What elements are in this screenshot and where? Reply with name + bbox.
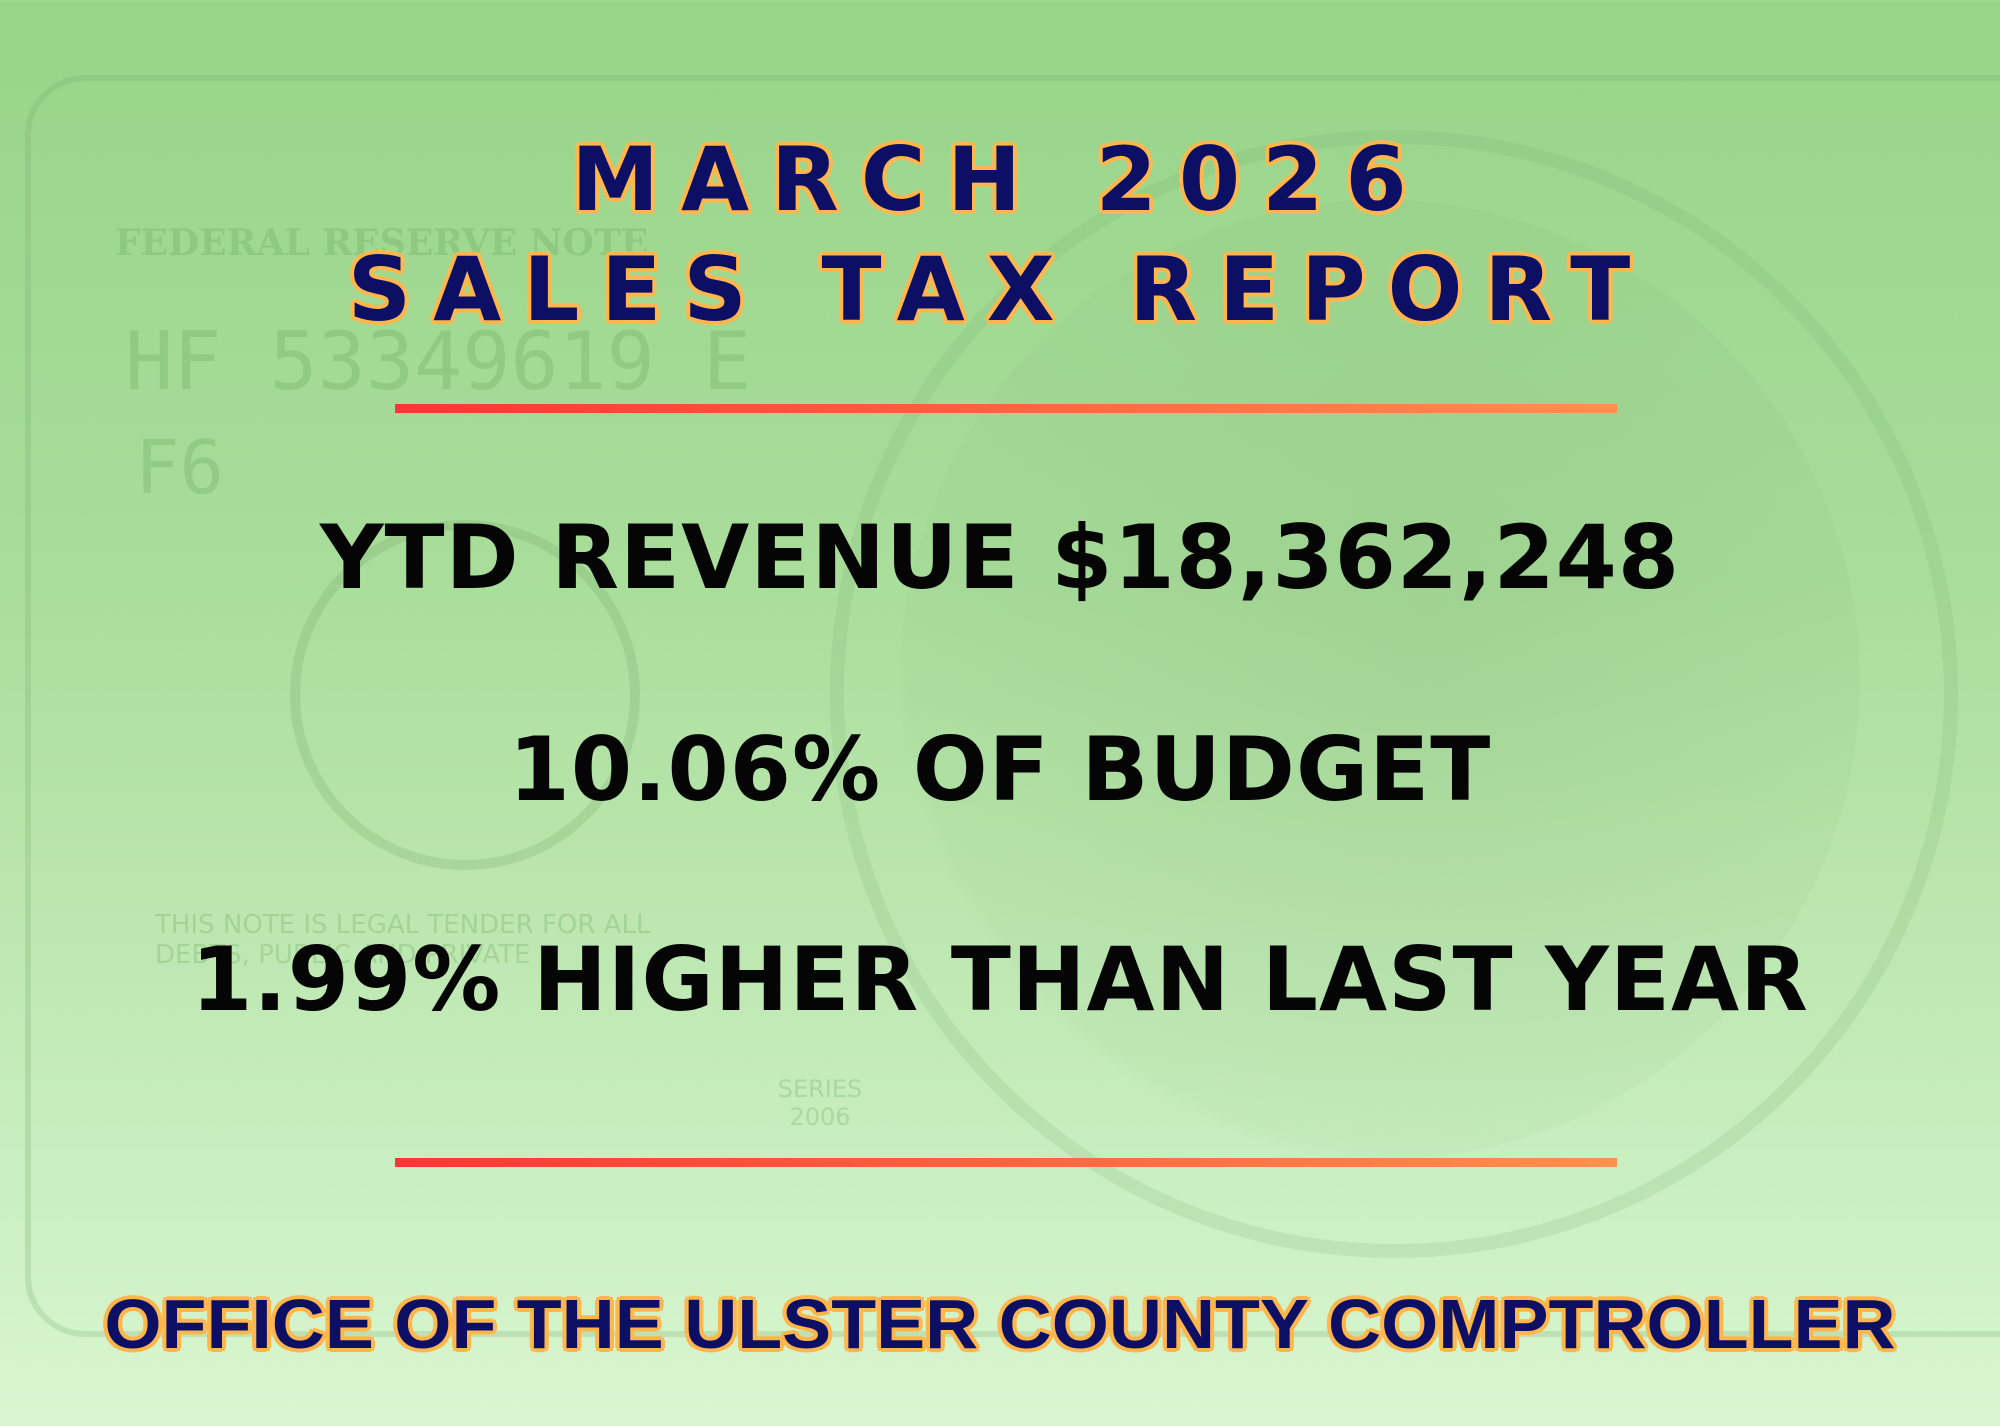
portrait-shade	[900, 200, 1860, 1160]
report-title: SALES TAX REPORT	[347, 238, 1653, 341]
ytd-revenue: YTD REVENUE $18,362,248	[319, 506, 1681, 609]
office-name: OFFICE OF THE ULSTER COUNTY COMPTROLLER	[104, 1285, 1896, 1363]
federal-reserve-seal	[290, 520, 640, 870]
bill-border	[25, 75, 2000, 1337]
bill-tender: THIS NOTE IS LEGAL TENDER FOR ALL DEBTS,…	[155, 910, 651, 970]
bill-series: SERIES 2006	[777, 1075, 863, 1131]
divider-top	[395, 404, 1617, 413]
bill-code: F6	[135, 425, 225, 511]
bill-header: FEDERAL RESERVE NOTE	[115, 222, 649, 264]
bill-serial: HF 53349619 E	[125, 315, 752, 408]
year-over-year-change: 1.99% HIGHER THAN LAST YEAR	[191, 928, 1809, 1031]
report-title-month: MARCH 2026	[571, 128, 1429, 231]
divider-bottom	[395, 1158, 1617, 1167]
budget-percentage: 10.06% OF BUDGET	[508, 718, 1492, 821]
